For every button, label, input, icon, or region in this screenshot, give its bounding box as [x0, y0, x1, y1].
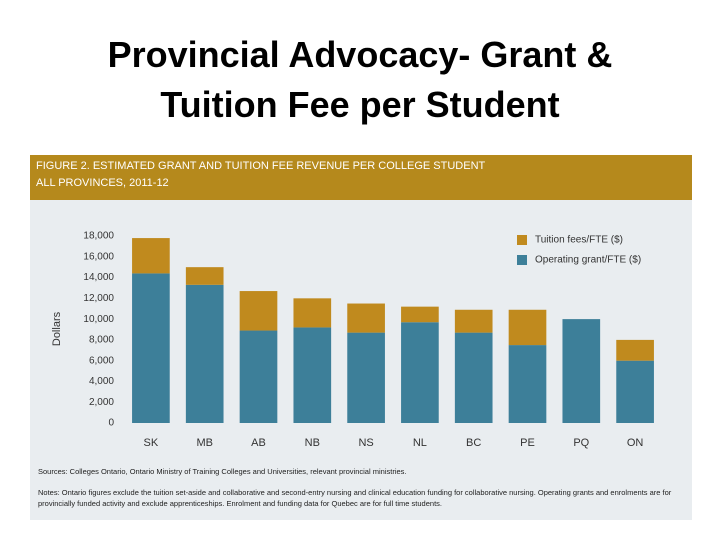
- legend-swatch: [517, 235, 527, 245]
- chart-header: [30, 155, 692, 200]
- footnote: Notes: Ontario figures exclude the tuiti…: [38, 488, 672, 508]
- chart-subtitle: ALL PROVINCES, 2011-12: [36, 177, 169, 189]
- y-tick-label: 0: [108, 418, 114, 429]
- bar-segment: [616, 339, 654, 361]
- y-tick-label: 6,000: [89, 355, 114, 366]
- bar-segment: [185, 267, 224, 285]
- bar-segment: [454, 309, 493, 333]
- bar-segment: [508, 345, 547, 423]
- x-tick-label: MB: [196, 437, 213, 449]
- slide-title: Provincial Advocacy- Grant & Tuition Fee…: [107, 34, 613, 125]
- bar-segment: [239, 330, 278, 423]
- legend-label: Operating grant/FTE ($): [535, 255, 641, 266]
- bar-segment: [132, 238, 170, 274]
- bar-segment: [293, 327, 332, 423]
- x-tick-label: NL: [413, 437, 427, 449]
- bar-segment: [562, 319, 601, 423]
- y-tick-label: 12,000: [83, 293, 114, 304]
- chart-title: FIGURE 2. ESTIMATED GRANT AND TUITION FE…: [36, 160, 486, 172]
- bar-segment: [508, 309, 547, 346]
- source-note: Sources: Colleges Ontario, Ontario Minis…: [38, 467, 407, 476]
- y-tick-label: 14,000: [83, 272, 114, 283]
- y-tick-label: 10,000: [83, 314, 114, 325]
- y-tick-label: 18,000: [83, 231, 114, 242]
- bar-segment: [401, 322, 439, 423]
- bar-segment: [185, 284, 224, 423]
- legend-label: Tuition fees/FTE ($): [535, 235, 623, 246]
- x-tick-label: SK: [144, 437, 159, 449]
- y-tick-label: 8,000: [89, 335, 114, 346]
- bar-segment: [616, 360, 654, 423]
- x-tick-label: PQ: [573, 437, 589, 449]
- y-tick-label: 16,000: [83, 251, 114, 262]
- x-tick-label: PE: [520, 437, 535, 449]
- y-tick-label: 2,000: [89, 397, 114, 408]
- bar-segment: [454, 332, 493, 423]
- bar-segment: [347, 303, 385, 333]
- x-tick-label: BC: [466, 437, 481, 449]
- bar-segment: [347, 332, 385, 423]
- bar-segment: [293, 298, 332, 328]
- bar-segment: [401, 306, 439, 323]
- x-tick-label: ON: [627, 437, 644, 449]
- x-tick-label: NB: [305, 437, 320, 449]
- bar-segment: [132, 273, 170, 423]
- legend-swatch: [517, 255, 527, 265]
- x-tick-label: NS: [358, 437, 373, 449]
- y-tick-label: 4,000: [89, 376, 114, 387]
- y-axis-label: Dollars: [51, 311, 63, 346]
- bar-segment: [239, 291, 278, 331]
- x-tick-label: AB: [251, 437, 266, 449]
